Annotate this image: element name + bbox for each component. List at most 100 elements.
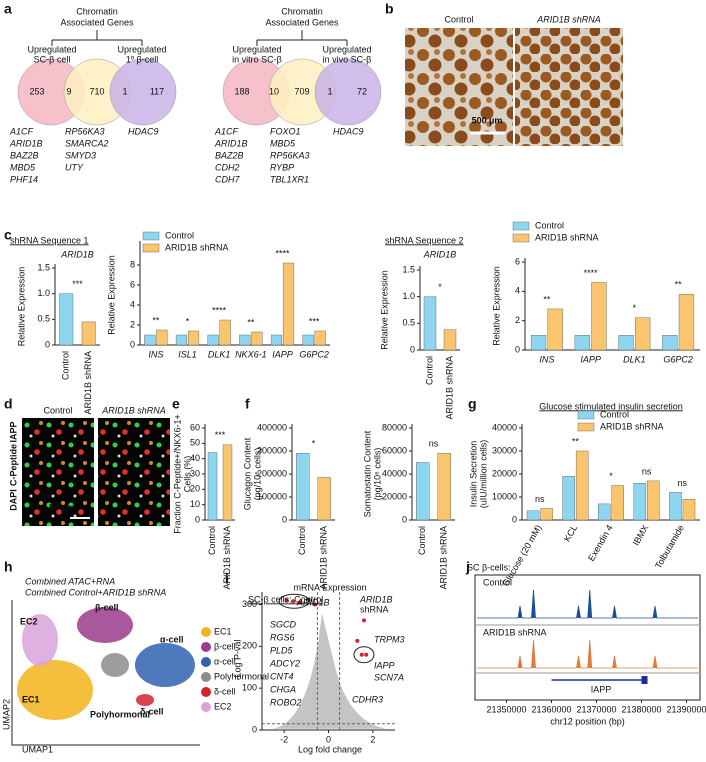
bar <box>611 485 625 521</box>
gene-label: ARID1B <box>296 597 330 607</box>
highlight <box>353 646 375 664</box>
label: 1º β-cell <box>126 54 158 64</box>
track-label: ARID1B shRNA <box>483 627 547 637</box>
gene: BAZ2B <box>10 150 39 160</box>
point <box>361 618 366 623</box>
cluster <box>17 660 93 720</box>
gene-label: PLD5 <box>270 645 294 655</box>
section-title: shRNA Sequence 1 <box>10 235 89 245</box>
x-tick-label: INS <box>148 349 163 359</box>
gene: RP56KA3 <box>270 150 310 160</box>
venn-count: 10 <box>269 86 279 96</box>
y-tick-label: 0 <box>402 514 407 524</box>
x-tick-label: 21370000 <box>576 704 616 714</box>
bar <box>547 308 563 351</box>
x-tick-label: Tolbutamide <box>653 523 686 570</box>
legend-swatch <box>142 231 160 241</box>
track-frame <box>474 574 701 701</box>
axis <box>11 600 200 746</box>
x-tick-label: Control <box>424 356 434 385</box>
x-tick-label: IBMX <box>631 523 651 547</box>
bar <box>591 282 607 351</box>
chart-title: Combined Control+ARID1B shRNA <box>25 587 166 597</box>
gene: HDAC9 <box>128 126 159 136</box>
subtitle: shRNA <box>360 604 389 614</box>
x-tick-label: ISL1 <box>178 349 197 359</box>
y-tick-label: 0 <box>512 514 517 524</box>
legend-label: Polyhormonal <box>214 671 269 681</box>
micrograph <box>515 28 623 146</box>
gene: BAZ2B <box>215 150 244 160</box>
venn-count: 709 <box>294 86 309 96</box>
bar <box>662 335 678 351</box>
significance: **** <box>584 268 599 278</box>
y-axis-label: Relative Expression <box>379 270 389 350</box>
point <box>297 600 302 605</box>
gene-label: SGCD <box>270 619 297 629</box>
y-tick-label: 60000 <box>382 445 407 455</box>
gene: FOXO1 <box>270 126 301 136</box>
bar <box>296 453 310 521</box>
significance: ** <box>675 280 683 290</box>
point <box>313 602 318 607</box>
x-tick-label: G6PC2 <box>299 349 329 359</box>
x-tick-label: ARID1B shRNA <box>83 351 93 415</box>
gene-label: IAPP <box>591 684 612 694</box>
legend-label: ARID1B shRNA <box>165 242 229 252</box>
coverage <box>477 639 698 669</box>
gene: SMYD3 <box>65 150 96 160</box>
venn-count: 72 <box>357 86 367 96</box>
x-tick-label: Control <box>417 526 427 555</box>
x-tick-label: Control <box>297 526 307 555</box>
bar <box>314 330 326 346</box>
bar <box>282 262 295 346</box>
point <box>284 598 289 603</box>
panel-label: e <box>172 396 180 412</box>
bar <box>562 476 575 521</box>
gene: HDAC9 <box>333 126 364 136</box>
bar <box>437 453 451 521</box>
gene: RP56KA3 <box>65 126 105 136</box>
y-axis-label: (pg/10⁶ cells) <box>372 448 382 501</box>
y-axis-label: UMAP2 <box>1 699 11 730</box>
cluster-label: Polyhormonal <box>90 709 150 719</box>
panel-label: c <box>4 227 12 243</box>
y-tick-label: 40000 <box>492 422 517 432</box>
label: Upregulated <box>27 44 76 54</box>
y-tick-label: 0 <box>130 339 135 349</box>
y-tick-label: 4 <box>515 286 520 296</box>
significance: *** <box>215 430 226 440</box>
panel-label: b <box>385 1 394 17</box>
venn-count: 188 <box>234 86 249 96</box>
legend-label: α-cell <box>214 656 236 666</box>
x-tick-label: G6PC2 <box>663 354 693 364</box>
bracket <box>51 30 143 46</box>
bar <box>574 335 590 351</box>
x-tick-label: -2 <box>280 734 288 744</box>
y-tick-label: 0.5 <box>402 318 415 328</box>
gene: RYBP <box>270 162 294 172</box>
gene: CDH7 <box>215 174 240 184</box>
legend-swatch <box>512 233 530 243</box>
x-tick-label: ARID1B shRNA <box>319 526 329 590</box>
legend-label: β-cell <box>214 641 236 651</box>
x-tick-label: ARID1B shRNA <box>439 526 449 590</box>
legend-label: EC1 <box>214 626 232 636</box>
y-tick-label: 30000 <box>492 445 517 455</box>
threshold <box>262 592 395 730</box>
x-tick-label: DLK1 <box>623 354 646 364</box>
significance: ** <box>247 317 255 327</box>
label: 50 µm <box>49 502 75 512</box>
significance: * <box>438 282 442 292</box>
y-tick-label: 2 <box>130 319 135 329</box>
cluster-label: δ-cell <box>140 706 163 716</box>
x-tick-label: ARID1B shRNA <box>222 526 232 590</box>
venn-count: 253 <box>29 86 44 96</box>
y-tick-label: 200 <box>242 641 257 651</box>
significance: ns <box>642 466 652 476</box>
y-tick-label: 0 <box>410 344 415 354</box>
y-axis-label: Relative Expression <box>491 266 501 346</box>
bar <box>635 317 651 351</box>
x-tick-label: NKX6-1 <box>235 349 267 359</box>
bar <box>526 510 540 521</box>
